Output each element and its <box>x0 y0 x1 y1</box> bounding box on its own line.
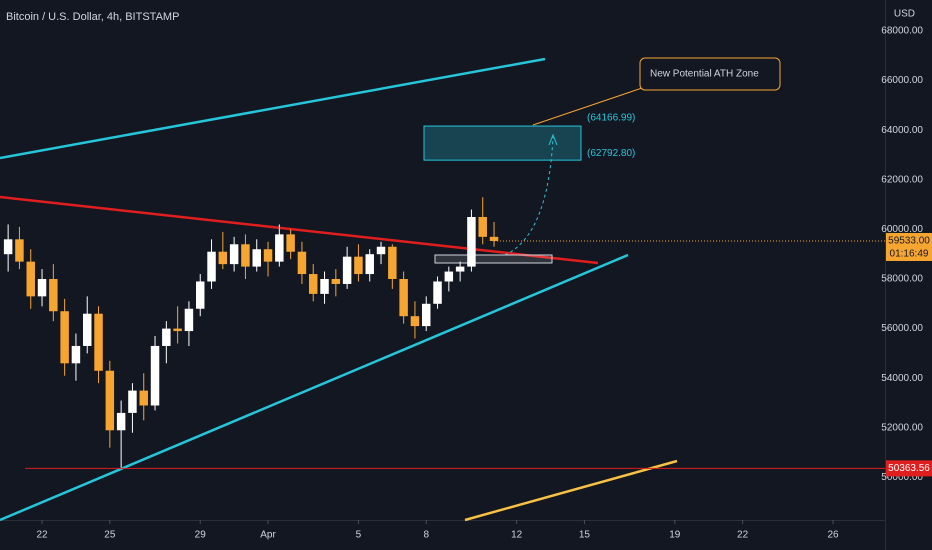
candle-body <box>60 311 69 364</box>
candle-body <box>320 278 329 294</box>
candle-body <box>286 234 295 252</box>
y-axis-label: USD <box>894 9 915 20</box>
level-label: 50363.56 <box>888 463 930 474</box>
callout-line <box>532 87 643 126</box>
channel-lower <box>0 253 629 522</box>
arrow-head <box>548 133 558 146</box>
candle-body <box>252 249 261 267</box>
candle-body <box>308 274 318 294</box>
candle-body <box>116 412 126 431</box>
x-tick-label: 15 <box>579 530 591 541</box>
target-zone <box>423 125 582 161</box>
candle-body <box>399 278 408 317</box>
candle-body <box>71 345 81 364</box>
candle-body <box>478 216 487 237</box>
x-tick-label: 25 <box>104 530 116 541</box>
y-tick-label: 60000.00 <box>881 224 923 235</box>
y-tick-label: 54000.00 <box>881 373 923 384</box>
candle-body <box>173 328 182 332</box>
candle-body <box>421 303 431 327</box>
candle-body <box>26 261 35 297</box>
candle-body <box>94 313 103 371</box>
trend-line <box>464 459 678 522</box>
candle-body <box>49 278 58 312</box>
resistance-line <box>0 195 599 265</box>
candle-body <box>150 345 160 406</box>
candle-body <box>275 234 284 262</box>
candle-body <box>410 316 420 327</box>
y-tick-label: 56000.00 <box>881 323 923 334</box>
candle-body <box>105 370 115 431</box>
candle-body <box>162 328 171 346</box>
candle-body <box>489 236 499 241</box>
candle-body <box>388 246 397 279</box>
y-tick-label: 68000.00 <box>881 26 923 37</box>
zone-bottom-label: (62792.80) <box>587 148 635 159</box>
candle-body <box>184 308 194 332</box>
y-tick-label: 62000.00 <box>881 174 923 185</box>
y-tick-label: 64000.00 <box>881 125 923 136</box>
x-tick-label: 8 <box>423 530 429 541</box>
candle-body <box>15 239 24 262</box>
last-price-label: 59533.00 <box>888 236 930 247</box>
candle-body <box>433 281 442 304</box>
candle-body <box>207 251 216 282</box>
chart-title: Bitcoin / U.S. Dollar, 4h, BITSTAMP <box>6 11 179 23</box>
candle-body <box>365 254 374 275</box>
candle-body <box>342 256 352 284</box>
countdown: 01:16:49 <box>890 249 929 260</box>
candle-body <box>229 244 239 265</box>
channel-upper <box>0 57 546 160</box>
candle-body <box>218 251 228 265</box>
zone-top-label: (64166.99) <box>587 113 635 124</box>
candle-body <box>444 271 454 282</box>
candle-body <box>263 249 273 262</box>
level-tag <box>886 460 932 477</box>
candle-body <box>376 246 386 255</box>
y-tick-label: 66000.00 <box>881 75 923 86</box>
candle-body <box>195 281 205 309</box>
y-tick-label: 50000.00 <box>881 472 923 483</box>
candle-body <box>128 390 137 413</box>
annotation: New Potential ATH Zone <box>650 69 759 80</box>
candle-body <box>139 390 148 406</box>
candle-body <box>241 244 250 267</box>
x-tick-label: 26 <box>827 530 839 541</box>
candle-body <box>37 278 47 297</box>
candle-body <box>3 239 13 255</box>
candle-body <box>331 278 341 284</box>
x-tick-label: 22 <box>737 530 749 541</box>
y-tick-label: 58000.00 <box>881 274 923 285</box>
callout-box <box>639 57 781 91</box>
breakout-box <box>434 254 553 264</box>
x-tick-label: 29 <box>195 530 207 541</box>
x-tick-label: Apr <box>260 530 276 541</box>
x-tick-label: 19 <box>669 530 681 541</box>
x-tick-label: 22 <box>36 530 48 541</box>
candle-body <box>467 216 476 267</box>
x-tick-label: 5 <box>356 530 362 541</box>
y-tick-label: 52000.00 <box>881 422 923 433</box>
x-tick-label: 12 <box>511 530 523 541</box>
candle-body <box>82 313 92 346</box>
candle-body <box>455 266 465 272</box>
last-price-tag <box>886 232 932 261</box>
candle-body <box>297 251 307 275</box>
candle-body <box>354 256 363 275</box>
